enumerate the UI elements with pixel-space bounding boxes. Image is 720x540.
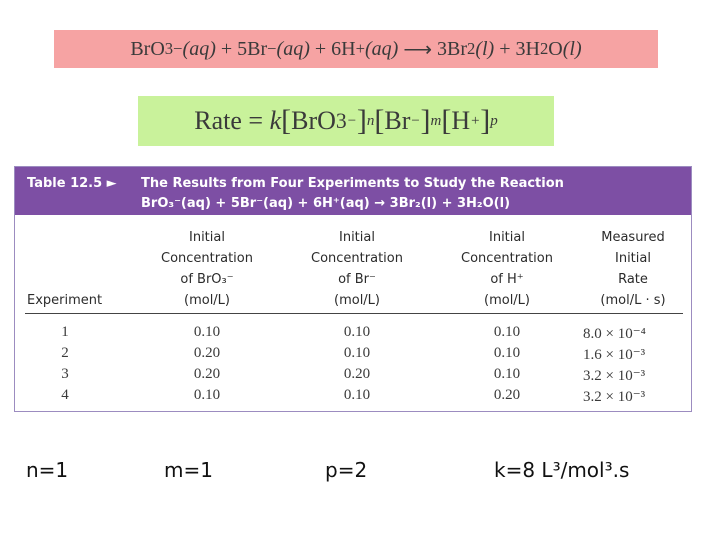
column-header-bro3: Initial Concentration of BrO₃⁻ (mol/L) (161, 230, 253, 308)
cell-br: 0.20 (343, 366, 371, 382)
cell-rate: 3.2 × 10⁻³ (583, 389, 646, 405)
column-header-br: Initial Concentration of Br⁻ (mol/L) (311, 230, 403, 308)
table-header: Table 12.5 ► The Results from Four Exper… (15, 167, 691, 215)
cell-br: 0.10 (343, 324, 371, 340)
cell-rate: 1.6 × 10⁻³ (583, 347, 646, 363)
result-n: n=1 (26, 458, 69, 482)
cell-br: 0.10 (343, 345, 371, 361)
result-k: k=8 L³/mol³.s (494, 458, 630, 482)
cell-h: 0.10 (493, 324, 521, 340)
result-m: m=1 (164, 458, 213, 482)
header-rule (25, 313, 683, 314)
cell-h: 0.10 (493, 366, 521, 382)
cell-experiment: 4 (61, 387, 69, 403)
rate-law: Rate = k[BrO 3−] n[Br −] m[H +] p (138, 96, 554, 146)
cell-rate: 3.2 × 10⁻³ (583, 368, 646, 384)
cell-experiment: 1 (61, 324, 69, 340)
cell-bro3: 0.10 (193, 324, 221, 340)
cell-bro3: 0.20 (193, 345, 221, 361)
column-header-experiment: Experiment (27, 293, 103, 308)
cell-h: 0.20 (493, 387, 521, 403)
result-p: p=2 (325, 458, 368, 482)
table-title-line1: The Results from Four Experiments to Stu… (141, 176, 564, 191)
cell-br: 0.10 (343, 387, 371, 403)
column-header-rate: Measured Initial Rate (mol/L · s) (600, 230, 666, 308)
cell-h: 0.10 (493, 345, 521, 361)
table-label: Table 12.5 ► (27, 176, 117, 191)
results-table: Table 12.5 ► The Results from Four Exper… (14, 166, 692, 412)
cell-rate: 8.0 × 10⁻⁴ (583, 326, 646, 342)
cell-bro3: 0.20 (193, 366, 221, 382)
column-header-h: Initial Concentration of H⁺ (mol/L) (461, 230, 553, 308)
balanced-equation: BrO 3− (aq) + 5Br − (aq) + 6H + (aq) ⟶ 3Br 2 (l)… (54, 30, 658, 68)
table-title-line2: BrO₃⁻(aq) + 5Br⁻(aq) + 6H⁺(aq) → 3Br₂(l)… (141, 196, 511, 211)
cell-bro3: 0.10 (193, 387, 221, 403)
cell-experiment: 2 (61, 345, 69, 361)
cell-experiment: 3 (61, 366, 69, 382)
